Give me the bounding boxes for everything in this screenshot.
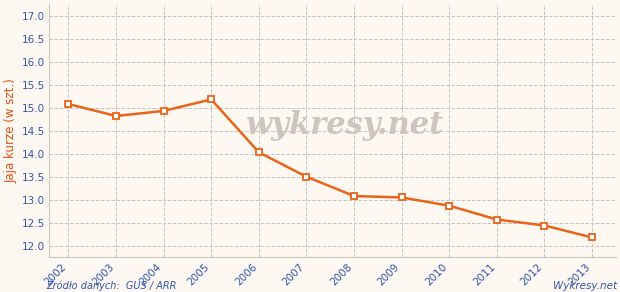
Y-axis label: Jaja kurze (w szt.): Jaja kurze (w szt.)	[4, 78, 17, 183]
Text: wykresy.net: wykresy.net	[245, 110, 443, 141]
Text: Źródło danych:  GUS / ARR: Źródło danych: GUS / ARR	[46, 279, 177, 291]
Text: Wykresy.net: Wykresy.net	[553, 281, 617, 291]
